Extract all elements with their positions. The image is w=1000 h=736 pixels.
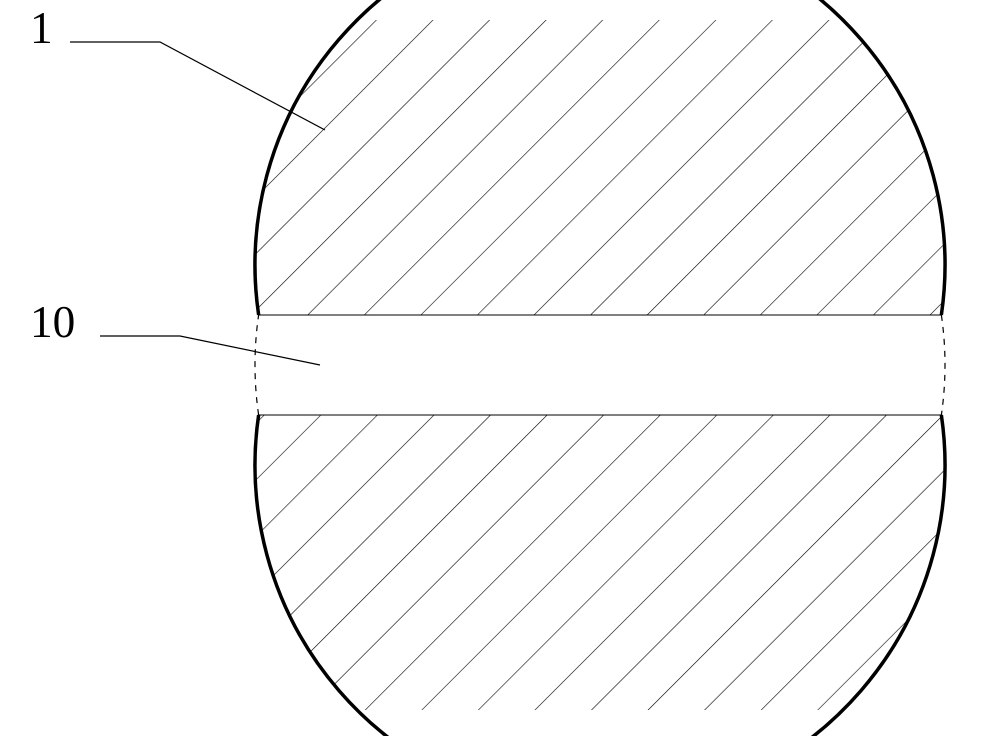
diagram-stage: 1 10 bbox=[0, 0, 1000, 736]
callout-label-1: 1 bbox=[30, 6, 53, 51]
callout-label-10: 10 bbox=[30, 300, 75, 345]
diagram-svg bbox=[0, 0, 1000, 736]
